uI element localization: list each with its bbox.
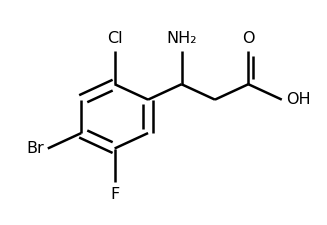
- Text: F: F: [110, 187, 119, 202]
- Text: O: O: [242, 31, 255, 46]
- Text: Br: Br: [26, 141, 44, 156]
- Text: NH₂: NH₂: [166, 31, 197, 46]
- Text: Cl: Cl: [107, 31, 122, 46]
- Text: OH: OH: [286, 92, 310, 107]
